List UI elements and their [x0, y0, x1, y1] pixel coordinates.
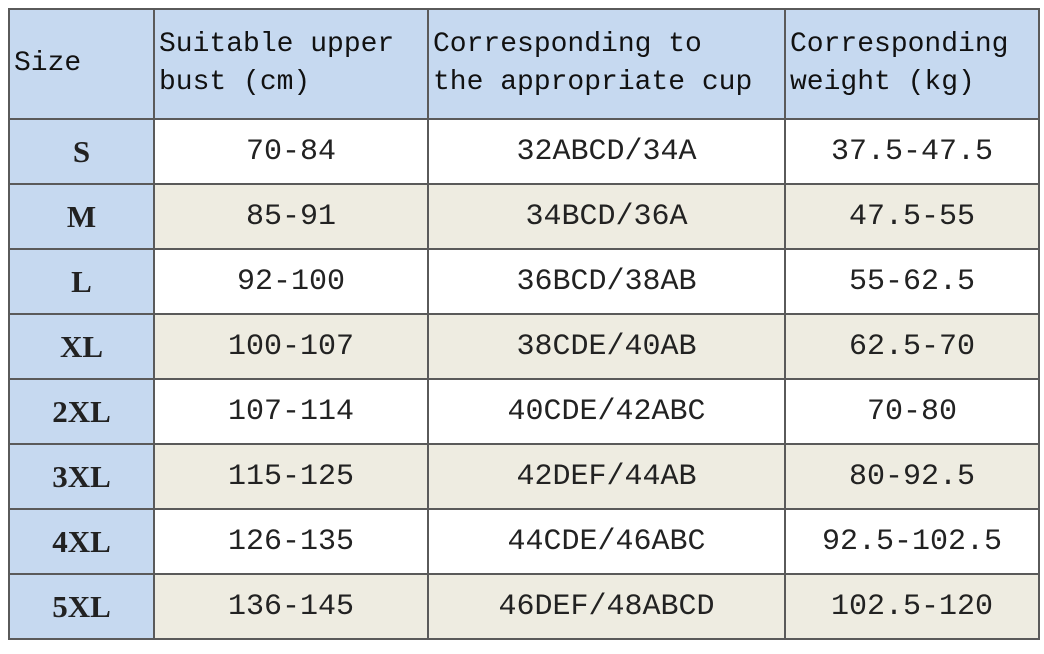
size-cell: XL [8, 313, 155, 380]
table-cell: 42DEF/44AB [427, 443, 786, 510]
table-row: S 70-84 32ABCD/34A 37.5-47.5 [8, 118, 1040, 185]
table-cell: 62.5-70 [784, 313, 1040, 380]
header-cell: Size [8, 8, 155, 120]
size-cell: 2XL [8, 378, 155, 445]
table-row: XL 100-107 38CDE/40AB 62.5-70 [8, 313, 1040, 380]
size-cell: M [8, 183, 155, 250]
size-cell: L [8, 248, 155, 315]
table-cell: 102.5-120 [784, 573, 1040, 640]
table-cell: 36BCD/38AB [427, 248, 786, 315]
table-row: 5XL 136-145 46DEF/48ABCD 102.5-120 [8, 573, 1040, 640]
header-cell: Corresponding to the appropriate cup [427, 8, 786, 120]
size-cell: 3XL [8, 443, 155, 510]
table-cell: 107-114 [153, 378, 429, 445]
header-text: Corresponding to [433, 29, 702, 60]
table-cell: 70-84 [153, 118, 429, 185]
header-text: weight (kg) [790, 67, 975, 98]
table-cell: 115-125 [153, 443, 429, 510]
table-cell: 34BCD/36A [427, 183, 786, 250]
table-body: S 70-84 32ABCD/34A 37.5-47.5 M 85-91 34BCD/36A… [8, 118, 1040, 640]
size-table: Size Suitable upper bust (cm) Corresponding… [8, 8, 1040, 640]
table-cell: 70-80 [784, 378, 1040, 445]
table-cell: 55-62.5 [784, 248, 1040, 315]
table-cell: 47.5-55 [784, 183, 1040, 250]
table-row: 2XL 107-114 40CDE/42ABC 70-80 [8, 378, 1040, 445]
table-cell: 136-145 [153, 573, 429, 640]
table-cell: 100-107 [153, 313, 429, 380]
table-cell: 92-100 [153, 248, 429, 315]
table-row: M 85-91 34BCD/36A 47.5-55 [8, 183, 1040, 250]
table-cell: 80-92.5 [784, 443, 1040, 510]
table-row: L 92-100 36BCD/38AB 55-62.5 [8, 248, 1040, 315]
table-cell: 32ABCD/34A [427, 118, 786, 185]
table-cell: 85-91 [153, 183, 429, 250]
table-cell: 44CDE/46ABC [427, 508, 786, 575]
table-cell: 126-135 [153, 508, 429, 575]
header-text: Suitable upper [159, 29, 395, 60]
table-cell: 38CDE/40AB [427, 313, 786, 380]
size-cell: 4XL [8, 508, 155, 575]
table-cell: 40CDE/42ABC [427, 378, 786, 445]
header-cell: Corresponding weight (kg) [784, 8, 1040, 120]
header-row: Size Suitable upper bust (cm) Corresponding… [8, 8, 1040, 120]
size-cell: S [8, 118, 155, 185]
header-text: bust (cm) [159, 67, 311, 98]
table-cell: 46DEF/48ABCD [427, 573, 786, 640]
header-text: the appropriate cup [433, 67, 753, 98]
header-text: Size [14, 48, 82, 79]
table-cell: 92.5-102.5 [784, 508, 1040, 575]
table-row: 3XL 115-125 42DEF/44AB 80-92.5 [8, 443, 1040, 510]
table-row: 4XL 126-135 44CDE/46ABC 92.5-102.5 [8, 508, 1040, 575]
header-cell: Suitable upper bust (cm) [153, 8, 429, 120]
header-text: Corresponding [790, 29, 1009, 60]
size-cell: 5XL [8, 573, 155, 640]
table-cell: 37.5-47.5 [784, 118, 1040, 185]
